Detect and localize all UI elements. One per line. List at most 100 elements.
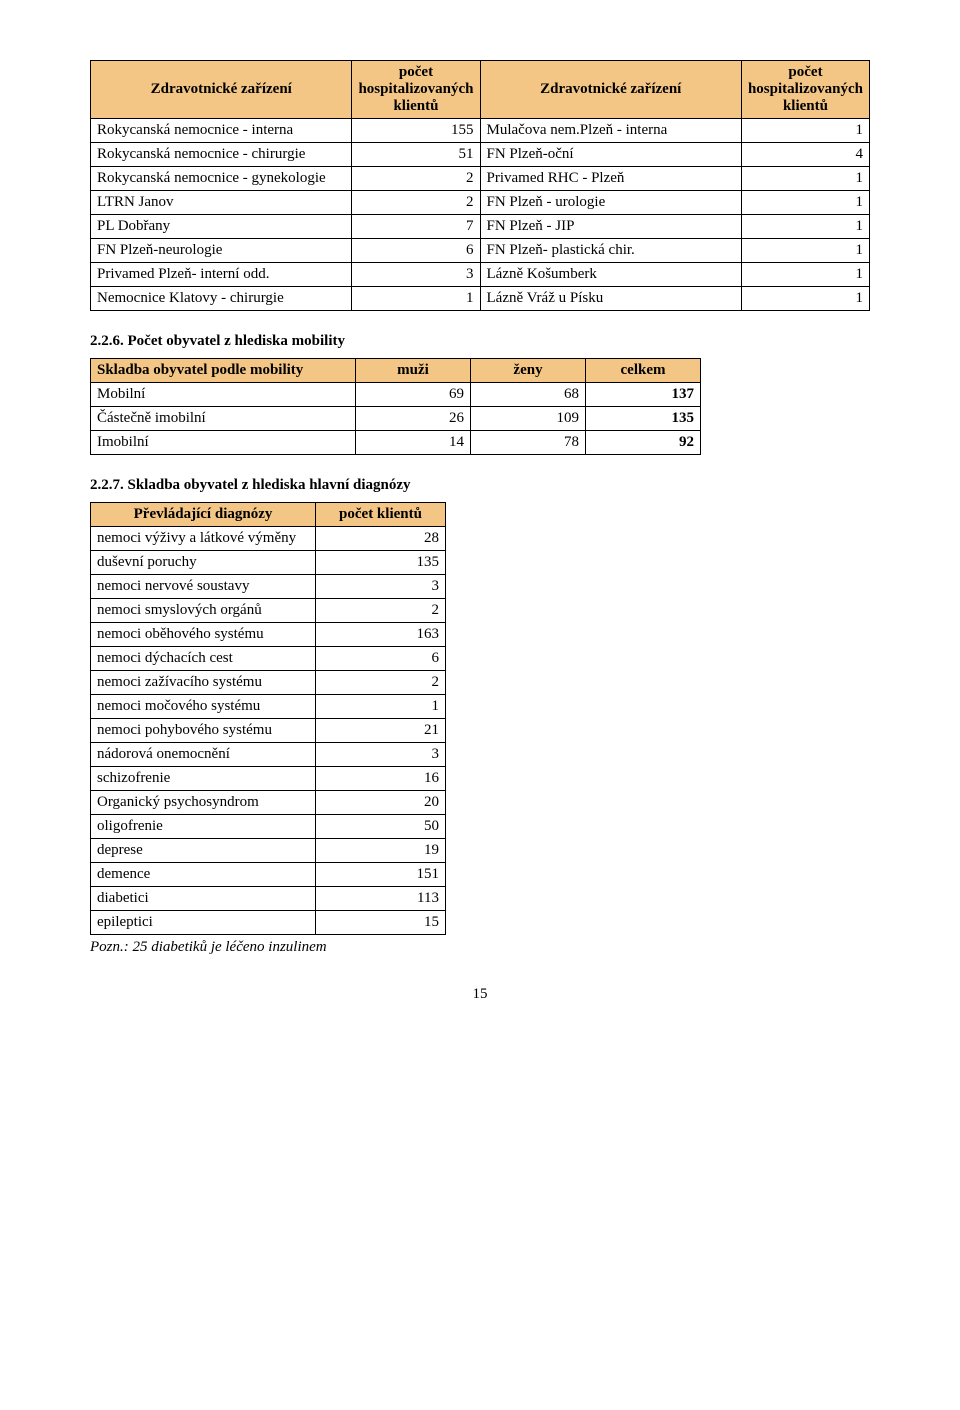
client-count: 15 [316, 911, 446, 935]
client-count: 1 [741, 191, 869, 215]
total-count: 135 [586, 407, 701, 431]
client-count: 1 [316, 695, 446, 719]
table-row: Imobilní147892 [91, 431, 701, 455]
t1-h3: Zdravotnické zařízení [480, 61, 741, 119]
section-2-title: 2.2.6. Počet obyvatel z hlediska mobilit… [90, 333, 870, 350]
table-row: Privamed Plzeň- interní odd.3Lázně Košum… [91, 263, 870, 287]
client-count: 1 [741, 239, 869, 263]
facility-name: Rokycanská nemocnice - chirurgie [91, 143, 352, 167]
men-count: 69 [356, 383, 471, 407]
table-row: nemoci močového systému1 [91, 695, 446, 719]
table-row: Nemocnice Klatovy - chirurgie1Lázně Vráž… [91, 287, 870, 311]
t3-body: nemoci výživy a látkové výměny28duševní … [91, 527, 446, 935]
table-row: Organický psychosyndrom20 [91, 791, 446, 815]
client-count: 163 [316, 623, 446, 647]
table-row: Rokycanská nemocnice - interna155Mulačov… [91, 119, 870, 143]
table-row: deprese19 [91, 839, 446, 863]
women-count: 68 [471, 383, 586, 407]
mobility-category: Mobilní [91, 383, 356, 407]
total-count: 92 [586, 431, 701, 455]
table-row: Rokycanská nemocnice - chirurgie51FN Plz… [91, 143, 870, 167]
table-row: schizofrenie16 [91, 767, 446, 791]
women-count: 78 [471, 431, 586, 455]
diagnosis-name: demence [91, 863, 316, 887]
client-count: 7 [352, 215, 480, 239]
client-count: 2 [352, 191, 480, 215]
client-count: 6 [352, 239, 480, 263]
client-count: 113 [316, 887, 446, 911]
t3-h1: Převládající diagnózy [91, 503, 316, 527]
t1-h4: počet hospitalizovaných klientů [741, 61, 869, 119]
mobility-table: Skladba obyvatel podle mobility muži žen… [90, 358, 701, 455]
client-count: 3 [316, 743, 446, 767]
diagnosis-name: epileptici [91, 911, 316, 935]
table-row: nemoci nervové soustavy3 [91, 575, 446, 599]
client-count: 1 [741, 263, 869, 287]
diagnosis-name: nemoci nervové soustavy [91, 575, 316, 599]
diagnosis-name: diabetici [91, 887, 316, 911]
client-count: 1 [741, 287, 869, 311]
t2-h2: muži [356, 359, 471, 383]
diagnosis-name: schizofrenie [91, 767, 316, 791]
client-count: 3 [316, 575, 446, 599]
facility-name: Lázně Košumberk [480, 263, 741, 287]
client-count: 2 [352, 167, 480, 191]
diagnosis-name: nemoci oběhového systému [91, 623, 316, 647]
table-row: nemoci výživy a látkové výměny28 [91, 527, 446, 551]
men-count: 14 [356, 431, 471, 455]
table-row: nádorová onemocnění3 [91, 743, 446, 767]
facility-name: Privamed RHC - Plzeň [480, 167, 741, 191]
facility-name: Nemocnice Klatovy - chirurgie [91, 287, 352, 311]
diagnosis-name: Organický psychosyndrom [91, 791, 316, 815]
facility-name: Mulačova nem.Plzeň - interna [480, 119, 741, 143]
client-count: 2 [316, 599, 446, 623]
diagnosis-name: nádorová onemocnění [91, 743, 316, 767]
diagnosis-footnote: Pozn.: 25 diabetiků je léčeno inzulinem [90, 939, 870, 956]
facility-name: LTRN Janov [91, 191, 352, 215]
table-row: PL Dobřany7FN Plzeň - JIP1 [91, 215, 870, 239]
facility-name: Privamed Plzeň- interní odd. [91, 263, 352, 287]
diagnosis-name: nemoci zažívacího systému [91, 671, 316, 695]
table-row: nemoci zažívacího systému2 [91, 671, 446, 695]
client-count: 2 [316, 671, 446, 695]
t3-h2: počet klientů [316, 503, 446, 527]
table-row: diabetici113 [91, 887, 446, 911]
table-row: nemoci oběhového systému163 [91, 623, 446, 647]
facility-name: FN Plzeň - JIP [480, 215, 741, 239]
t1-h1: Zdravotnické zařízení [91, 61, 352, 119]
page-number: 15 [90, 986, 870, 1003]
client-count: 155 [352, 119, 480, 143]
t2-h3: ženy [471, 359, 586, 383]
table-row: Částečně imobilní26109135 [91, 407, 701, 431]
client-count: 151 [316, 863, 446, 887]
facility-name: PL Dobřany [91, 215, 352, 239]
diagnosis-name: duševní poruchy [91, 551, 316, 575]
t1-body: Rokycanská nemocnice - interna155Mulačov… [91, 119, 870, 311]
facility-name: Rokycanská nemocnice - interna [91, 119, 352, 143]
total-count: 137 [586, 383, 701, 407]
client-count: 6 [316, 647, 446, 671]
client-count: 4 [741, 143, 869, 167]
client-count: 19 [316, 839, 446, 863]
table-row: nemoci pohybového systému21 [91, 719, 446, 743]
client-count: 1 [352, 287, 480, 311]
table-row: demence151 [91, 863, 446, 887]
client-count: 3 [352, 263, 480, 287]
client-count: 21 [316, 719, 446, 743]
diagnosis-name: nemoci močového systému [91, 695, 316, 719]
client-count: 1 [741, 119, 869, 143]
men-count: 26 [356, 407, 471, 431]
mobility-category: Imobilní [91, 431, 356, 455]
diagnosis-name: oligofrenie [91, 815, 316, 839]
table-row: duševní poruchy135 [91, 551, 446, 575]
client-count: 16 [316, 767, 446, 791]
diagnosis-name: nemoci výživy a látkové výměny [91, 527, 316, 551]
client-count: 50 [316, 815, 446, 839]
facility-name: FN Plzeň-oční [480, 143, 741, 167]
section-3-title: 2.2.7. Skladba obyvatel z hlediska hlavn… [90, 477, 870, 494]
client-count: 51 [352, 143, 480, 167]
women-count: 109 [471, 407, 586, 431]
facility-name: Lázně Vráž u Písku [480, 287, 741, 311]
mobility-category: Částečně imobilní [91, 407, 356, 431]
client-count: 1 [741, 215, 869, 239]
